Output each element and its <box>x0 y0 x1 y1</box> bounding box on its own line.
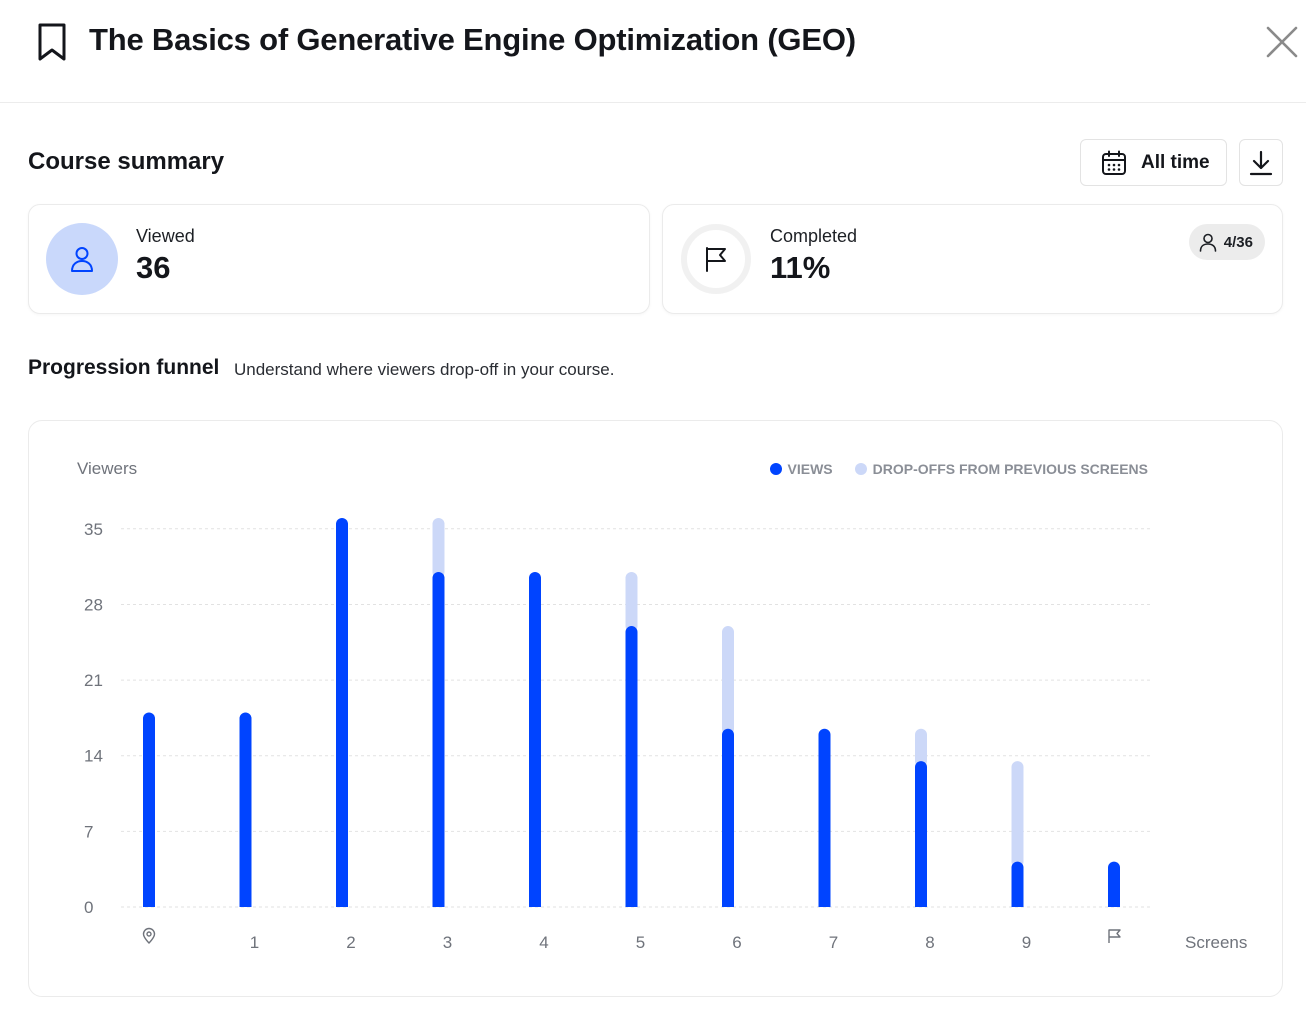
legend-dropoffs[interactable]: DROP-OFFS FROM PREVIOUS SCREENS <box>854 461 1148 477</box>
completed-count-badge: 4/36 <box>1188 224 1265 260</box>
y-tick-label: 21 <box>84 671 103 690</box>
views-bar[interactable] <box>239 712 252 908</box>
x-tick-label: 8 <box>925 933 934 952</box>
x-tick-label: 3 <box>443 933 452 952</box>
x-axis-label: Screens <box>1185 933 1248 952</box>
x-tick-label: 6 <box>732 933 741 952</box>
x-tick-label: 4 <box>539 933 548 952</box>
download-button[interactable] <box>1239 139 1283 186</box>
dropoff-bar[interactable] <box>432 518 445 579</box>
funnel-chart-card: Viewers VIEWS DROP-OFFS FROM PREVIOUS SC… <box>28 420 1283 997</box>
views-bar[interactable] <box>915 761 927 907</box>
completed-count: 4/36 <box>1223 233 1253 251</box>
time-filter-label: All time <box>1141 151 1210 173</box>
dropoff-bar[interactable] <box>722 626 734 735</box>
bookmark-icon[interactable] <box>36 22 68 62</box>
y-tick-label: 7 <box>84 822 93 841</box>
views-bar[interactable] <box>722 728 734 907</box>
views-bar[interactable] <box>818 728 831 907</box>
y-tick-label: 28 <box>84 595 103 614</box>
completed-value: 11% <box>770 250 831 285</box>
legend-views[interactable]: VIEWS <box>769 461 833 477</box>
completion-ring <box>681 224 751 294</box>
close-icon[interactable] <box>1262 24 1302 60</box>
viewed-value: 36 <box>136 250 171 285</box>
x-tick-label: 1 <box>250 933 259 952</box>
legend-dropoffs-label: DROP-OFFS FROM PREVIOUS SCREENS <box>872 461 1148 477</box>
calendar-icon <box>1102 150 1126 175</box>
y-tick-label: 35 <box>84 520 103 539</box>
views-bar[interactable] <box>143 712 155 908</box>
viewed-avatar <box>46 223 118 295</box>
course-summary-title: Course summary <box>28 148 225 175</box>
flag-icon <box>1108 929 1121 943</box>
chart-legend: VIEWS DROP-OFFS FROM PREVIOUS SCREENS <box>769 461 1148 477</box>
download-icon <box>1249 150 1273 175</box>
flag-icon <box>706 247 726 272</box>
completed-card: Completed 11% 4/36 <box>662 204 1283 314</box>
legend-views-label: VIEWS <box>787 461 833 477</box>
dropoff-bar[interactable] <box>915 728 927 768</box>
time-filter-button[interactable]: All time <box>1080 139 1227 186</box>
legend-views-dot <box>769 463 782 475</box>
views-bar[interactable] <box>1011 861 1024 907</box>
dropoff-bar[interactable] <box>1011 761 1024 868</box>
views-bar[interactable] <box>1108 861 1120 907</box>
y-tick-label: 0 <box>84 898 93 917</box>
completed-label: Completed <box>770 226 858 246</box>
viewed-label: Viewed <box>136 226 195 246</box>
location-pin-icon <box>142 927 156 944</box>
views-bar[interactable] <box>625 626 638 907</box>
funnel-chart: 0 7 14 21 28 35 1 2 3 4 5 6 7 8 9 <box>84 518 1151 952</box>
progression-funnel-title: Progression funnel <box>28 356 220 379</box>
dialog-header: The Basics of Generative Engine Optimiza… <box>0 0 1306 103</box>
course-title: The Basics of Generative Engine Optimiza… <box>89 22 856 57</box>
y-axis-label: Viewers <box>77 459 138 478</box>
legend-dropoffs-dot <box>854 463 867 475</box>
views-bar[interactable] <box>432 572 445 907</box>
viewed-card: Viewed 36 <box>28 204 650 314</box>
x-tick-label: 5 <box>636 933 645 952</box>
y-tick-label: 14 <box>84 747 103 766</box>
dropoff-bar[interactable] <box>625 572 638 633</box>
views-bar[interactable] <box>529 572 541 907</box>
x-tick-label: 2 <box>346 933 355 952</box>
user-icon <box>1199 233 1217 252</box>
user-icon <box>71 247 93 272</box>
x-tick-label: 7 <box>829 933 838 952</box>
progression-funnel-subtitle: Understand where viewers drop-off in you… <box>234 360 615 379</box>
x-tick-label: 9 <box>1022 933 1031 952</box>
views-bar[interactable] <box>336 518 348 907</box>
